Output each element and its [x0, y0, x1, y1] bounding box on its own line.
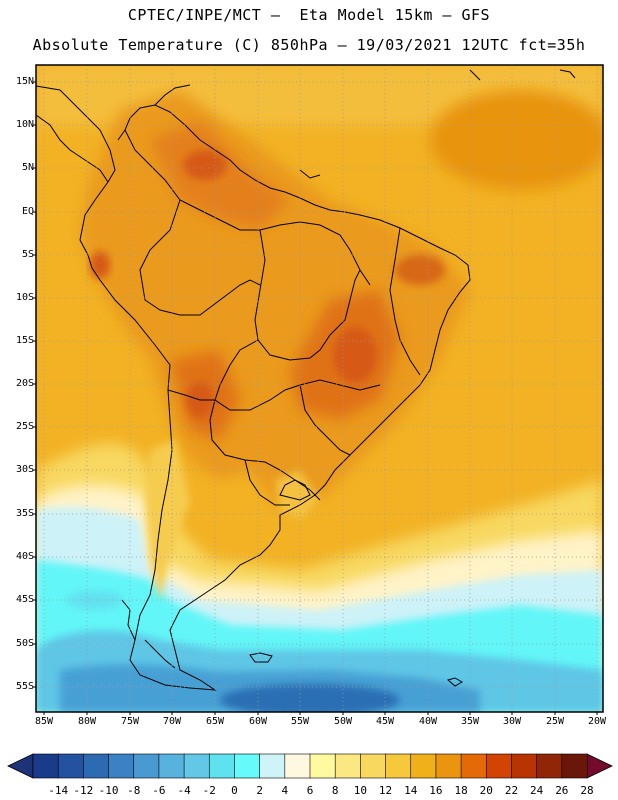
map-frame [35, 64, 604, 713]
lon-label: 40W [418, 716, 438, 727]
lat-label: 35S [15, 508, 34, 519]
lon-label: 65W [205, 716, 225, 727]
colorbar-swatch [334, 753, 361, 779]
lat-label: EQ [21, 206, 34, 217]
colorbar-label: 22 [504, 784, 519, 797]
colorbar-label: 18 [454, 784, 468, 797]
lat-label: 25S [15, 421, 34, 432]
lat-label: 40S [15, 551, 34, 562]
lon-label: 75W [120, 716, 140, 727]
colorbar-swatch [284, 753, 311, 779]
colorbar-swatch [259, 753, 286, 779]
lat-label: 15S [15, 335, 34, 346]
lat-label: 10N [15, 119, 34, 130]
lat-label: 55S [15, 681, 34, 692]
colorbar-swatch [32, 753, 59, 779]
colorbar-label: -4 [177, 784, 191, 797]
colorbar-swatch [309, 753, 336, 779]
lon-label: 50W [333, 716, 353, 727]
lat-label: 45S [15, 594, 34, 605]
colorbar-label: -10 [98, 784, 119, 797]
colorbar-label: 8 [331, 784, 339, 797]
chart-title-line1: CPTEC/INPE/MCT — Eta Model 15km — GFS [127, 6, 491, 24]
coastlines [36, 69, 576, 691]
colorbar-swatch [158, 753, 185, 779]
colorbar-swatch [511, 753, 538, 779]
lat-label: 30S [15, 464, 34, 475]
colorbar [7, 753, 613, 779]
colorbar-swatch [460, 753, 487, 779]
lon-label: 85W [34, 716, 54, 727]
colorbar-label: 16 [429, 784, 443, 797]
lon-label: 25W [545, 716, 565, 727]
colorbar-swatch [57, 753, 84, 779]
lon-label: 45W [375, 716, 395, 727]
colorbar-max-arrow [586, 753, 613, 779]
colorbar-swatch [561, 753, 588, 779]
lon-label: 30W [502, 716, 522, 727]
colorbar-swatch [385, 753, 412, 779]
axis-ticks [33, 81, 598, 715]
colorbar-label: -2 [202, 784, 216, 797]
colorbar-label: 24 [530, 784, 544, 797]
lat-label: 15N [15, 76, 34, 87]
colorbar-label: 4 [281, 784, 289, 797]
colorbar-swatch [360, 753, 387, 779]
colorbar-swatch [536, 753, 563, 779]
colorbar-label: 12 [378, 784, 393, 797]
colorbar-min-arrow [7, 753, 34, 779]
temperature-field [36, 65, 603, 712]
colorbar-swatch [83, 753, 110, 779]
lat-label: 5S [21, 249, 34, 260]
lon-label: 35W [460, 716, 480, 727]
colorbar-label: -14 [48, 784, 69, 797]
colorbar-label: 26 [555, 784, 569, 797]
lon-label: 20W [587, 716, 607, 727]
colorbar-label: 2 [256, 784, 263, 797]
lat-label: 5N [21, 162, 34, 173]
lat-label: 10S [15, 292, 34, 303]
lat-label: 50S [15, 638, 34, 649]
colorbar-swatch [234, 753, 261, 779]
lon-label: 80W [77, 716, 97, 727]
colorbar-swatch [208, 753, 236, 779]
colorbar-label: 0 [231, 784, 238, 797]
colorbar-label: 10 [353, 784, 367, 797]
lat-label: 20S [15, 378, 34, 389]
colorbar-label: 28 [580, 784, 594, 797]
colorbar-swatch [410, 753, 437, 779]
gridlines [36, 65, 603, 712]
lon-label: 70W [162, 716, 182, 727]
colorbar-label: 6 [306, 784, 314, 797]
colorbar-swatch [435, 753, 462, 779]
colorbar-label: -6 [152, 784, 166, 797]
colorbar-label: -12 [73, 784, 94, 797]
colorbar-swatch [133, 753, 160, 779]
colorbar-swatch [183, 753, 210, 779]
colorbar-label: 14 [404, 784, 418, 797]
colorbar-label: 20 [479, 784, 493, 797]
lon-label: 60W [248, 716, 268, 727]
lon-label: 55W [290, 716, 310, 727]
colorbar-swatch [485, 753, 513, 779]
colorbar-swatch [108, 753, 135, 779]
chart-title-line2: Absolute Temperature (C) 850hPa — 19/03/… [32, 36, 586, 54]
colorbar-label: -8 [127, 784, 141, 797]
